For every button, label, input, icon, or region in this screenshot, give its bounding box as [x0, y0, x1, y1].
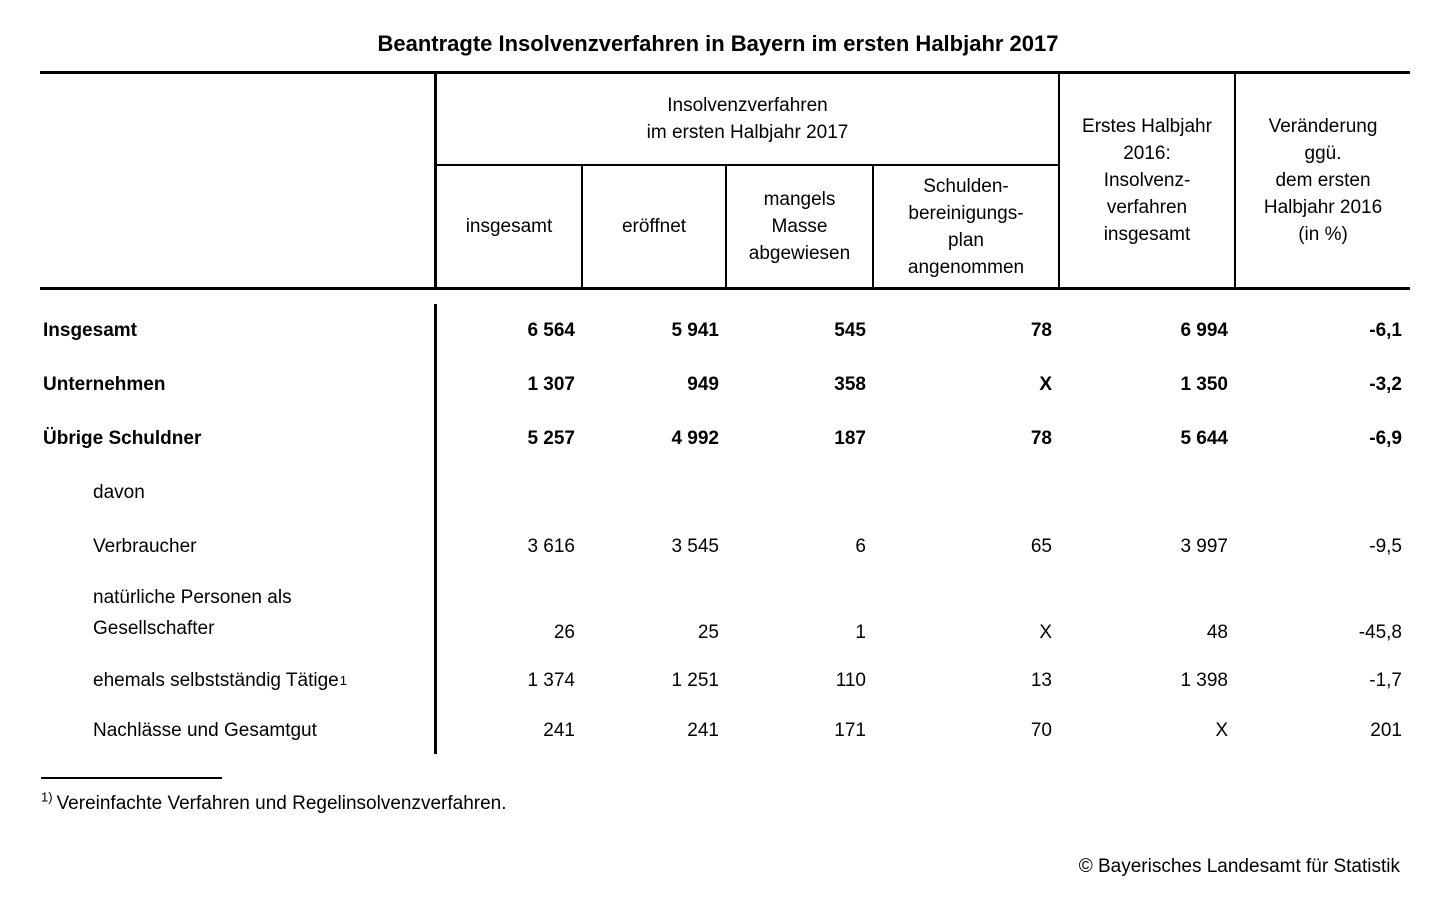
row-label: Übrige Schuldner [40, 412, 437, 466]
footnote-divider [41, 777, 222, 779]
value-eroeffnet: 5 941 [671, 320, 719, 341]
value-schuldenbereinigungsplan: 65 [1030, 536, 1052, 557]
header-group-insolvenzverfahren-2017: Insolvenzverfahren im ersten Halbjahr 20… [437, 74, 1060, 166]
value-eroeffnet: 1 251 [671, 670, 719, 691]
row-label: Insgesamt [40, 304, 437, 358]
value-2016: 3 997 [1180, 536, 1228, 557]
value-mangels-masse: 187 [834, 428, 866, 449]
row-label: natürliche Personen als Gesellschafter [40, 574, 437, 654]
table-body: Insgesamt 6 564 5 941 545 78 6 994 -6,1 … [40, 290, 1410, 754]
footnote: 1) Vereinfachte Verfahren und Regelinsolv… [41, 789, 507, 815]
value-insgesamt: 5 257 [527, 428, 575, 449]
value-veraenderung: -1,7 [1369, 670, 1402, 691]
value-mangels-masse [727, 466, 874, 520]
table-row-uebrige-schuldner: Übrige Schuldner 5 257 4 992 187 78 5 64… [40, 412, 1410, 466]
value-veraenderung: 201 [1370, 720, 1402, 741]
value-2016: X [1215, 720, 1228, 741]
row-label: Nachlässe und Gesamtgut [40, 708, 437, 754]
footnote-text: Vereinfachte Verfahren und Regelinsolven… [56, 793, 507, 814]
value-mangels-masse: 171 [834, 720, 866, 741]
value-2016: 48 [1206, 622, 1228, 643]
table-row-unternehmen: Unternehmen 1 307 949 358 X 1 350 -3,2 [40, 358, 1410, 412]
row-label-text: ehemals selbstständig Tätige [93, 670, 339, 691]
value-insgesamt: 1 374 [527, 670, 575, 691]
value-mangels-masse: 6 [855, 536, 866, 557]
value-2016: 6 994 [1180, 320, 1228, 341]
value-veraenderung: -6,1 [1369, 320, 1402, 341]
value-veraenderung: -45,8 [1358, 622, 1402, 643]
value-insgesamt: 241 [543, 720, 575, 741]
value-eroeffnet: 4 992 [671, 428, 719, 449]
value-insgesamt: 6 564 [527, 320, 575, 341]
value-insgesamt: 26 [553, 622, 575, 643]
header-col-erstes-halbjahr-2016: Erstes Halbjahr 2016: Insolvenz- verfahr… [1060, 74, 1236, 287]
table-row-insgesamt: Insgesamt 6 564 5 941 545 78 6 994 -6,1 [40, 304, 1410, 358]
header-col-schuldenbereinigungsplan: Schulden- bereinigungs- plan angenommen [874, 166, 1060, 287]
value-veraenderung [1236, 466, 1410, 520]
table-row-davon: davon [40, 466, 1410, 520]
value-2016 [1060, 466, 1236, 520]
value-mangels-masse: 1 [855, 622, 866, 643]
value-eroeffnet: 25 [697, 622, 719, 643]
value-mangels-masse: 545 [834, 320, 866, 341]
value-veraenderung: -9,5 [1369, 536, 1402, 557]
value-schuldenbereinigungsplan: X [1039, 374, 1052, 395]
copyright-notice: © Bayerisches Landesamt für Statistik [1078, 856, 1400, 877]
value-schuldenbereinigungsplan: 13 [1030, 670, 1052, 691]
value-schuldenbereinigungsplan: 78 [1030, 320, 1052, 341]
value-2016: 1 398 [1180, 670, 1228, 691]
value-2016: 5 644 [1180, 428, 1228, 449]
row-label: Verbraucher [40, 520, 437, 574]
value-insgesamt: 1 307 [527, 374, 575, 395]
value-eroeffnet [583, 466, 727, 520]
value-schuldenbereinigungsplan [874, 466, 1060, 520]
page-title: Beantragte Insolvenzverfahren in Bayern … [377, 31, 1059, 56]
value-mangels-masse: 358 [834, 374, 866, 395]
row-label: ehemals selbstständig Tätige 1 [40, 654, 437, 708]
header-col-veraenderung: Veränderung ggü. dem ersten Halbjahr 201… [1263, 116, 1383, 245]
header-empty-cell [40, 74, 437, 287]
value-eroeffnet: 241 [687, 720, 719, 741]
table-row-verbraucher: Verbraucher 3 616 3 545 6 65 3 997 -9,5 [40, 520, 1410, 574]
value-mangels-masse: 110 [835, 670, 866, 691]
value-eroeffnet: 949 [687, 374, 719, 395]
table-row-nachlaesse: Nachlässe und Gesamtgut 241 241 171 70 X… [40, 708, 1410, 754]
header-col-eroeffnet: eröffnet [583, 166, 727, 287]
header-col-insgesamt: insgesamt [437, 166, 583, 287]
insolvency-table: Insolvenzverfahren im ersten Halbjahr 20… [40, 71, 1410, 754]
value-veraenderung: -6,9 [1369, 428, 1402, 449]
table-row-natuerliche-personen: natürliche Personen als Gesellschafter 2… [40, 574, 1410, 654]
value-schuldenbereinigungsplan: X [1039, 622, 1052, 643]
row-label: davon [40, 466, 437, 520]
table-header: Insolvenzverfahren im ersten Halbjahr 20… [40, 71, 1410, 290]
row-label: Unternehmen [40, 358, 437, 412]
value-veraenderung: -3,2 [1369, 374, 1402, 395]
value-schuldenbereinigungsplan: 78 [1030, 428, 1052, 449]
table-row-ehemals-selbststaendig: ehemals selbstständig Tätige 1 1 374 1 25… [40, 654, 1410, 708]
value-2016: 1 350 [1180, 374, 1228, 395]
value-schuldenbereinigungsplan: 70 [1030, 720, 1052, 741]
value-insgesamt: 3 616 [527, 536, 575, 557]
footnote-marker: 1) [41, 789, 53, 805]
value-insgesamt [437, 466, 583, 520]
header-col-mangels-masse: mangels Masse abgewiesen [727, 166, 874, 287]
value-eroeffnet: 3 545 [671, 536, 719, 557]
